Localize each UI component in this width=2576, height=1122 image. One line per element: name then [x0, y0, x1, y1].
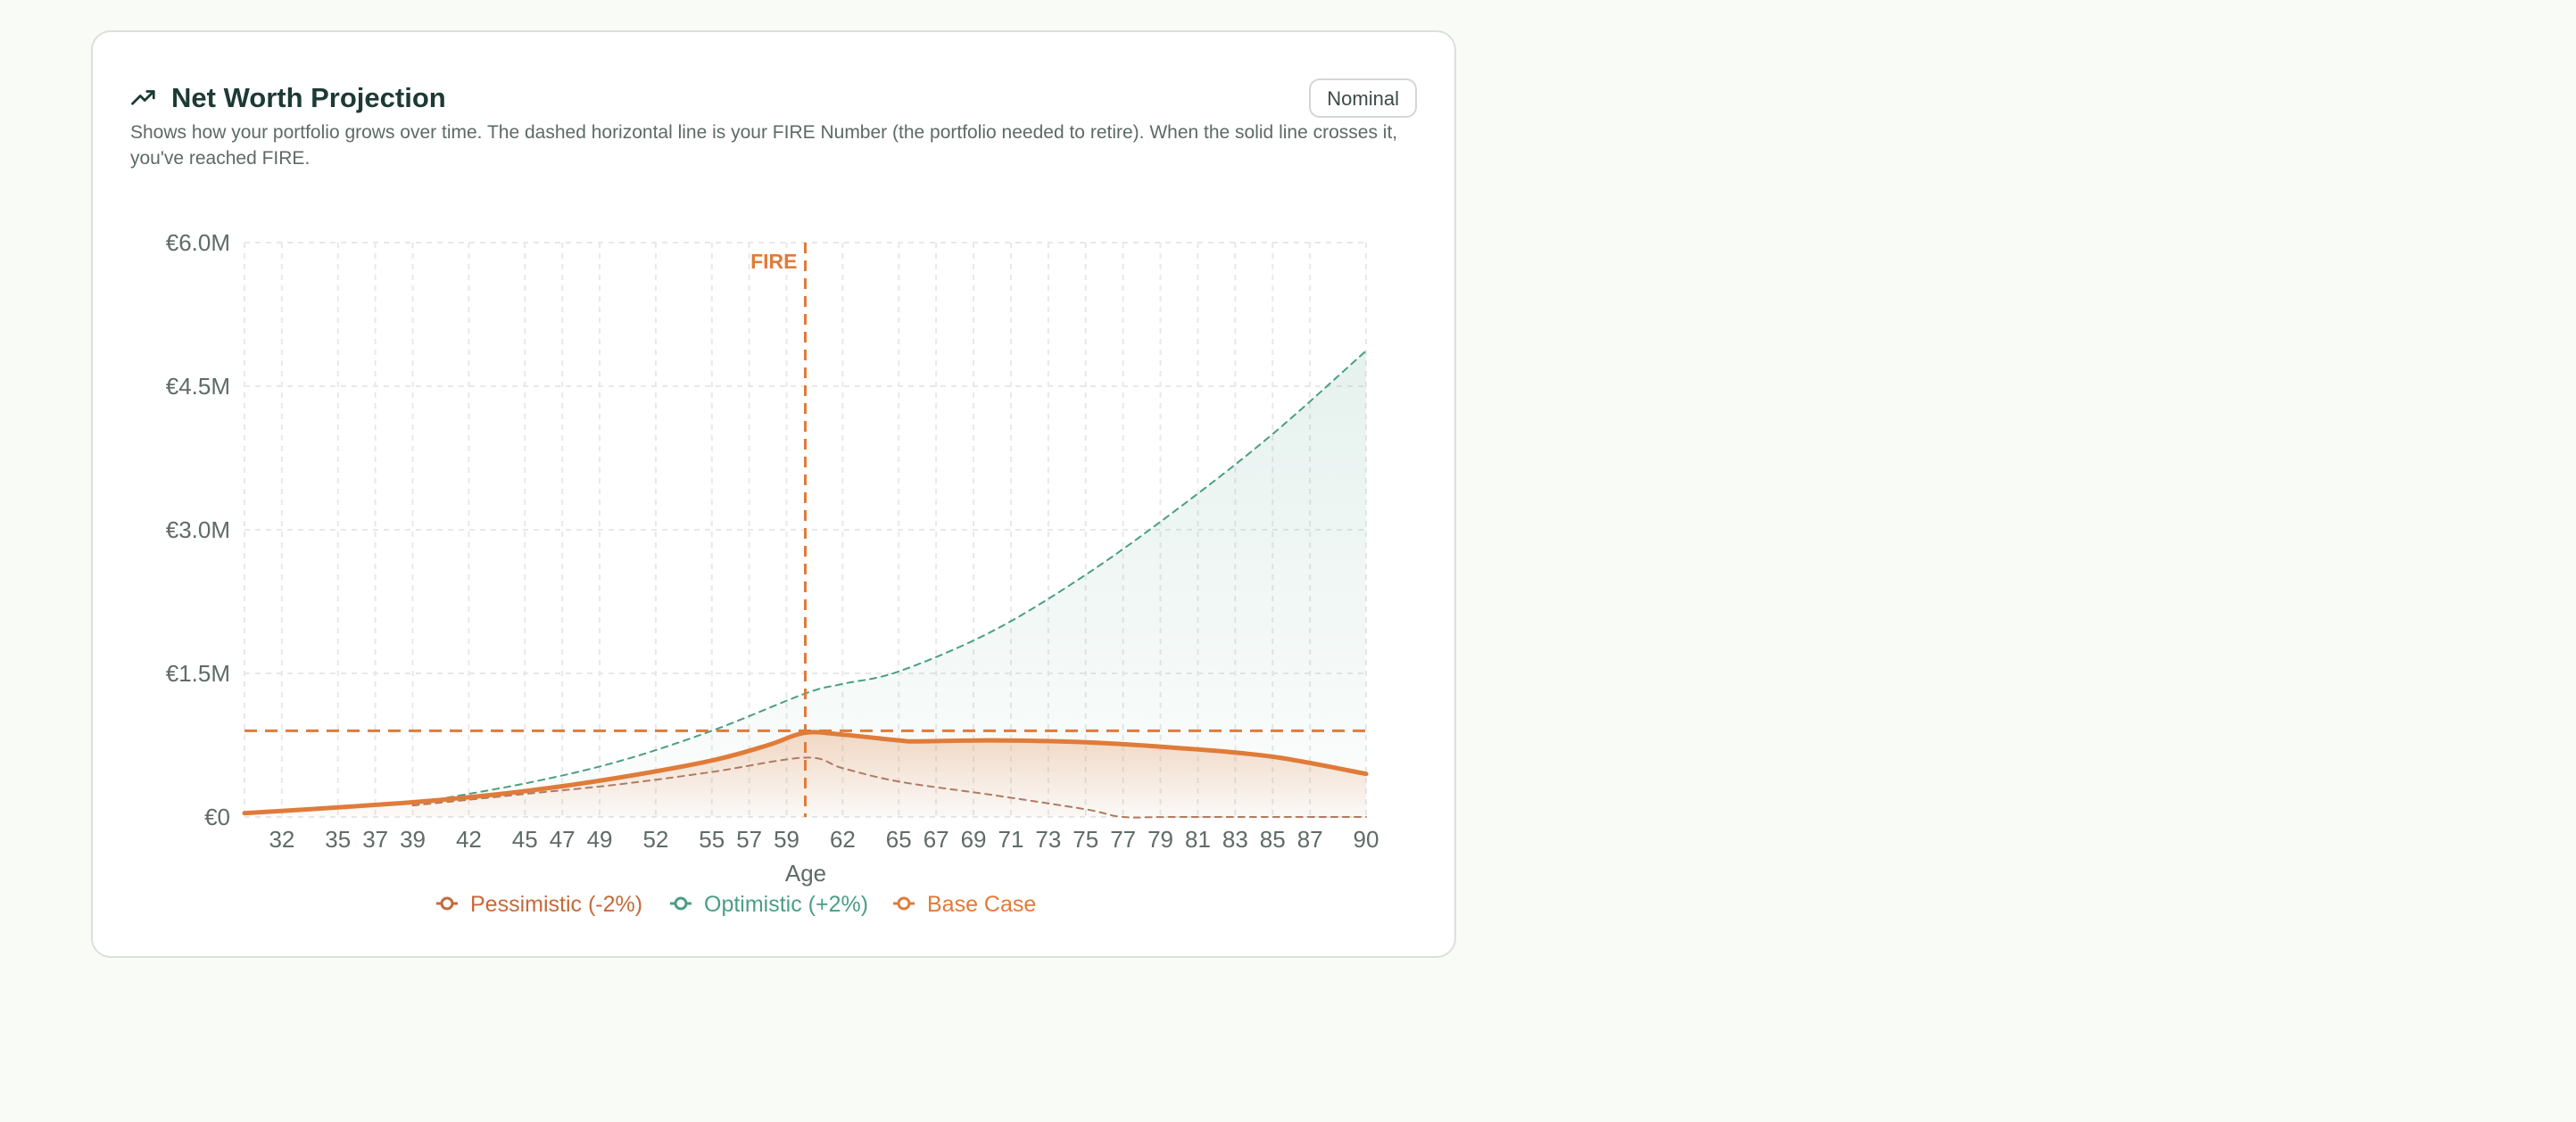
- pessimistic-line: [411, 756, 1367, 819]
- x-tick-label: 69: [961, 826, 987, 853]
- area-layer: [244, 351, 1366, 818]
- x-tick-label: 35: [325, 826, 351, 853]
- x-tick-label: 77: [1110, 826, 1136, 853]
- legend: Pessimistic (-2%) Optimistic (+2%) Base Ca…: [436, 892, 1036, 917]
- legend-marker-dot: [440, 896, 454, 911]
- x-tick-label: 42: [456, 826, 482, 853]
- x-tick-label: 73: [1035, 826, 1061, 853]
- legend-item-base: Base Case: [927, 892, 1036, 917]
- x-tick-label: 87: [1297, 826, 1323, 853]
- trending-up-icon: [131, 90, 155, 105]
- y-tick-label: €6.0M: [166, 229, 230, 256]
- x-tick-label: 39: [400, 826, 426, 853]
- x-tick-label: 47: [550, 826, 576, 853]
- x-tick-label: 85: [1260, 826, 1286, 853]
- x-tick-label: 49: [587, 826, 613, 853]
- x-tick-label: 52: [642, 826, 668, 853]
- x-tick-label: 62: [830, 826, 856, 853]
- x-tick-label: 32: [269, 826, 294, 853]
- x-axis-label: Age: [785, 860, 826, 887]
- card-title: Net Worth Projection: [171, 82, 446, 113]
- optimistic-area: [412, 351, 1366, 818]
- x-tick-label: 81: [1185, 826, 1211, 853]
- fire-label: FIRE: [750, 250, 797, 273]
- x-tick-label: 67: [924, 826, 949, 853]
- nominal-badge[interactable]: Nominal: [1309, 78, 1417, 118]
- x-tick-label: 71: [998, 826, 1023, 853]
- base-area: [244, 731, 1366, 817]
- y-tick-label: €1.5M: [166, 660, 230, 687]
- x-tick-label: 65: [886, 826, 912, 853]
- reference-layer: FIRE: [244, 243, 1366, 817]
- legend-item-optimistic: Optimistic (+2%): [704, 892, 868, 917]
- legend-marker-dot: [674, 896, 688, 911]
- legend-item-pessimistic: Pessimistic (-2%): [470, 892, 642, 917]
- y-tick-label: €4.5M: [166, 373, 230, 400]
- x-tick-label: 59: [774, 826, 799, 853]
- x-tick-label: 37: [362, 826, 388, 853]
- x-tick-label: 75: [1073, 826, 1098, 853]
- title-wrap: Net Worth Projection: [130, 73, 446, 123]
- optimistic-line: [411, 350, 1367, 804]
- tick-layer: €0 €1.5M €3.0M €4.5M €6.0M 32 35 37 39 42 45 47 49 52…: [166, 229, 1379, 853]
- x-tick-label: 45: [512, 826, 538, 853]
- base-line: [242, 730, 1369, 816]
- x-tick-label: 79: [1147, 826, 1173, 853]
- y-tick-label: €3.0M: [166, 516, 230, 543]
- y-tick-label: €0: [204, 804, 230, 830]
- x-tick-label: 90: [1354, 826, 1379, 853]
- x-tick-label: 83: [1222, 826, 1248, 853]
- x-tick-label: 57: [736, 826, 762, 853]
- legend-marker-dot: [897, 896, 911, 911]
- x-tick-label: 55: [699, 826, 725, 853]
- card-description: Shows how your portfolio grows over time…: [130, 122, 1398, 169]
- card-header: Net Worth Projection Nominal: [130, 73, 1417, 123]
- line-layer: [242, 350, 1369, 819]
